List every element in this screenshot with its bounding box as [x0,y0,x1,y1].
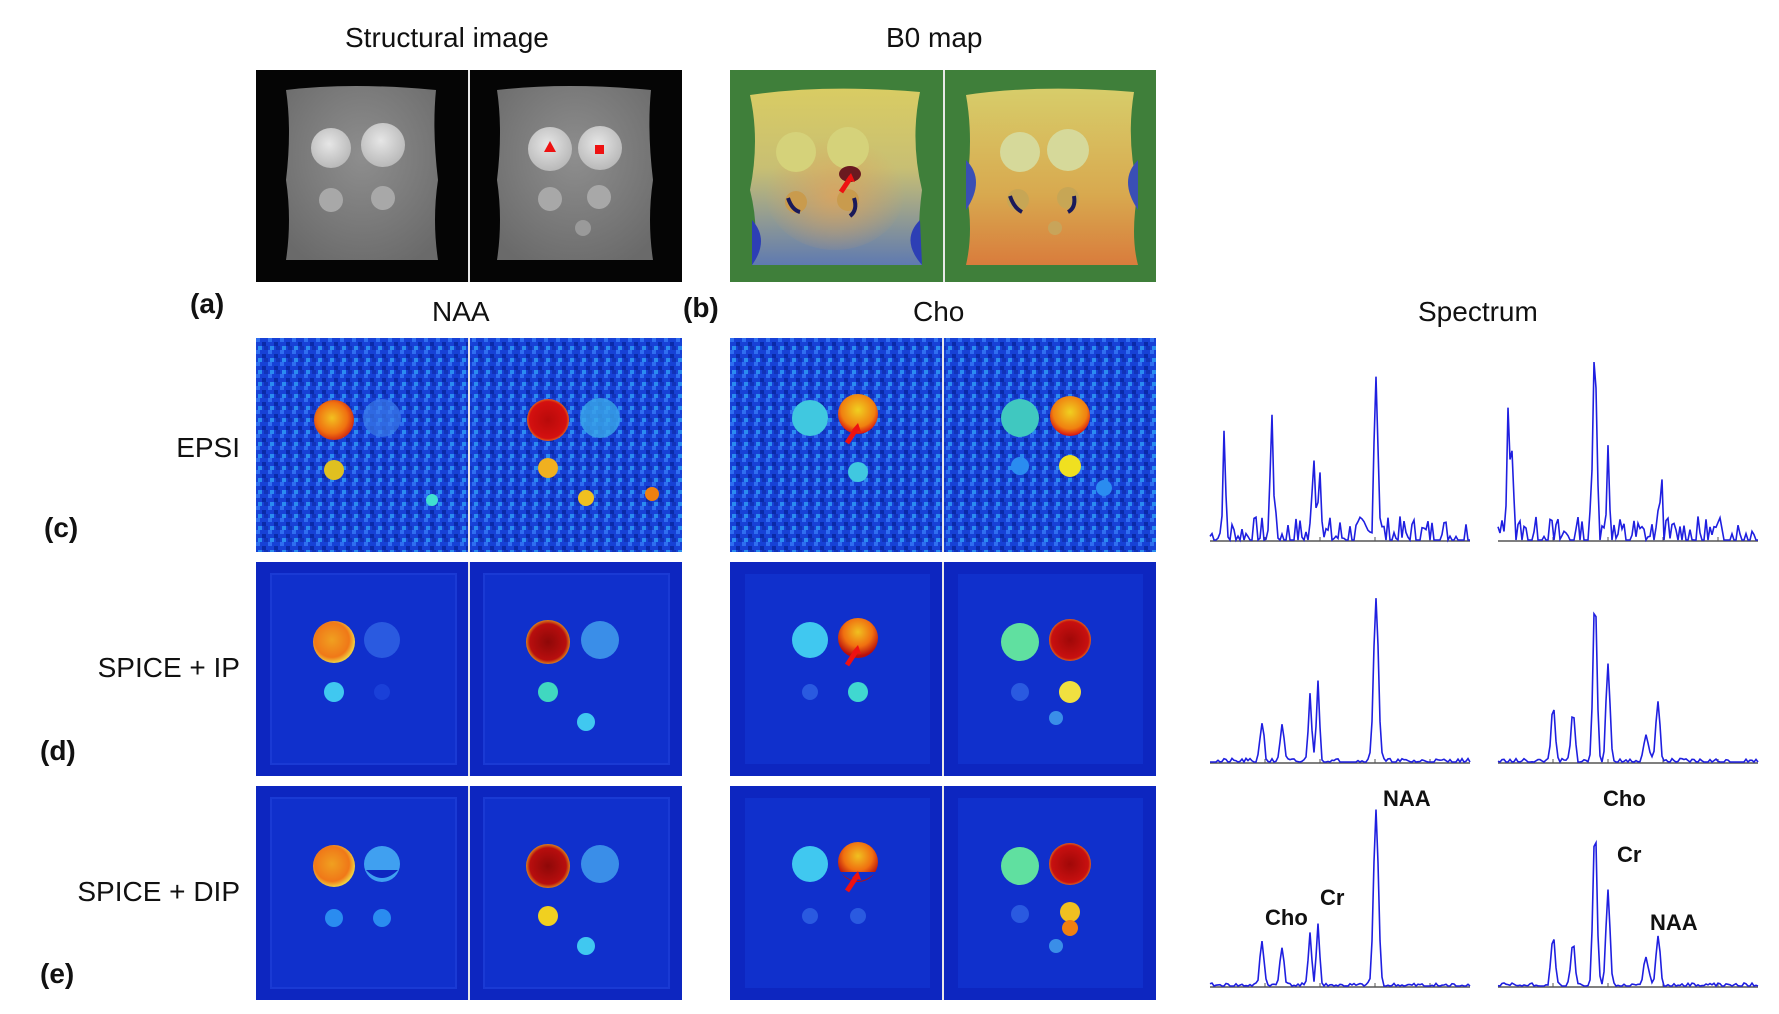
spectrum-title: Spectrum [1418,296,1538,327]
peak-label-cho-left: Cho [1265,905,1308,930]
spectrum-spice-ip-right [1497,562,1759,778]
spectrum-epsi-left [1209,340,1470,556]
naa-title: NAA [432,296,490,327]
structural-image-title: Structural image [345,22,549,53]
spectrum-spice-ip-left [1210,562,1471,778]
cho-map-spice-dip [730,786,1156,1000]
cho-map-epsi [730,338,1156,552]
row-label-spice-ip: SPICE + IP [97,652,240,683]
peak-label-cr-left: Cr [1320,885,1345,910]
panel-label-d: (d) [40,735,76,766]
cho-title: Cho [913,296,965,327]
panel-label-b: (b) [683,292,719,323]
row-label-spice-dip: SPICE + DIP [77,876,240,907]
spectrum-line [1210,598,1471,764]
spectrum-spice-dip-right [1497,786,1759,1002]
cho-map-spice-ip [730,562,1156,776]
panel-label-e: (e) [40,958,75,989]
row-label-epsi: EPSI [176,432,240,463]
spectrum-line [1209,809,1471,988]
peak-label-naa-left: NAA [1383,786,1431,811]
peak-label-cho-right: Cho [1603,786,1646,811]
peak-label-cr-right: Cr [1617,842,1642,867]
naa-map-spice-dip [256,786,682,1000]
panel-label-c: (c) [44,512,79,543]
spectrum-line [1497,839,1759,988]
spectrum-spice-dip-left [1209,786,1471,1002]
naa-map-spice-ip [256,562,682,776]
spectrum-line [1209,376,1470,543]
spectrum-line [1497,611,1759,764]
b0-map-panel [730,70,1156,282]
triangle-marker-icon [544,141,556,152]
peak-label-naa-right: NAA [1650,910,1698,935]
b0-map-title: B0 map [886,22,983,53]
square-marker-icon [595,145,604,154]
structural-image-panel [256,70,682,282]
naa-map-epsi [256,338,682,552]
spectrum-line [1497,361,1758,543]
spectrum-epsi-right [1497,340,1758,556]
panel-label-a: (a) [190,288,225,319]
